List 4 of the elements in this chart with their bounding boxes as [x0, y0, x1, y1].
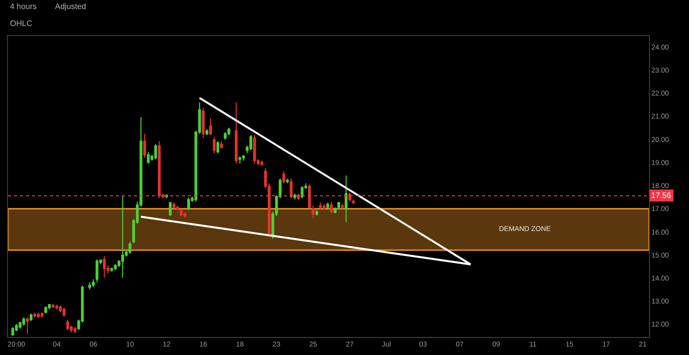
ref-line-label: 17.56: [651, 191, 672, 200]
text: Adjusted: [55, 2, 86, 11]
text: 4 hours: [10, 2, 37, 11]
text: OHLC: [10, 19, 32, 28]
